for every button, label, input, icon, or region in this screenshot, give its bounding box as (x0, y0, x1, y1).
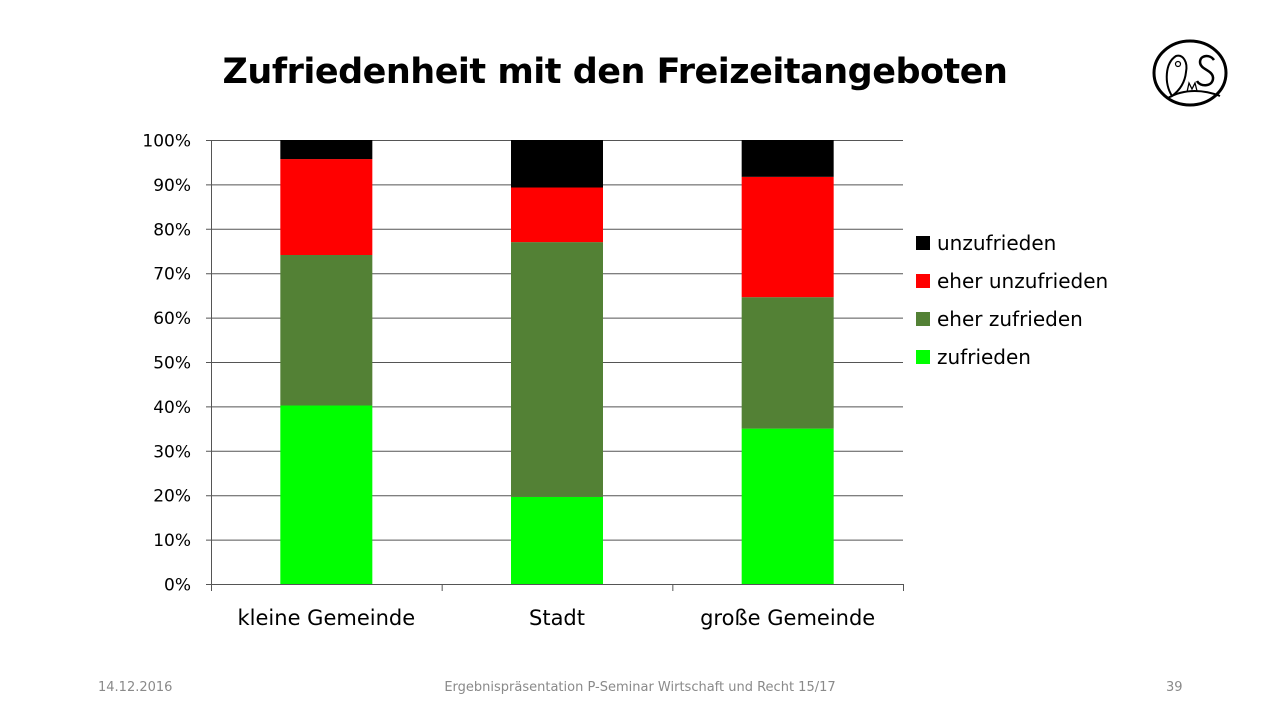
bar-segment-zufrieden (741, 428, 834, 584)
legend-label: zufrieden (937, 345, 1031, 369)
page-number: 39 (1166, 680, 1183, 695)
legend-swatch (916, 350, 930, 364)
bar-segment-eher-zufrieden (280, 254, 373, 406)
y-tick-label: 50% (153, 354, 191, 374)
bar-segment-unzufrieden (511, 140, 603, 188)
bar-segment-unzufrieden (741, 140, 834, 177)
bar-segment-zufrieden (511, 496, 603, 584)
school-logo-owl-icon (1152, 39, 1228, 107)
y-tick-label: 20% (153, 487, 191, 507)
legend-swatch (916, 236, 930, 250)
footer-text: Ergebnispräsentation P-Seminar Wirtschaf… (444, 680, 836, 695)
x-tick-label: große Gemeinde (700, 606, 875, 630)
footer-date: 14.12.2016 (98, 680, 173, 695)
legend-swatch (916, 312, 930, 326)
y-tick-label: 70% (153, 265, 191, 285)
x-tick-label: Stadt (529, 606, 585, 630)
y-tick-label: 80% (153, 220, 191, 240)
bar-segment-eher-unzufrieden (741, 176, 834, 298)
y-tick-label: 30% (153, 442, 191, 462)
legend-swatch (916, 274, 930, 288)
y-tick-label: 0% (164, 576, 191, 596)
bar-segment-eher-unzufrieden (280, 159, 373, 255)
legend-label: eher zufrieden (937, 307, 1083, 331)
legend-label: unzufrieden (937, 231, 1056, 255)
bar-segment-zufrieden (280, 405, 373, 584)
bar-segment-eher-zufrieden (741, 297, 834, 429)
y-tick-label: 40% (153, 398, 191, 418)
bar-segment-unzufrieden (280, 140, 373, 160)
bar-segment-eher-unzufrieden (511, 187, 603, 243)
x-tick-label: kleine Gemeinde (238, 606, 416, 630)
bar-segment-eher-zufrieden (511, 242, 603, 497)
legend-label: eher unzufrieden (937, 269, 1108, 293)
y-tick-label: 100% (142, 132, 191, 152)
slide-title: Zufriedenheit mit den Freizeitangeboten (222, 52, 1008, 92)
y-tick-label: 60% (153, 309, 191, 329)
y-tick-label: 10% (153, 531, 191, 551)
y-tick-label: 90% (153, 176, 191, 196)
